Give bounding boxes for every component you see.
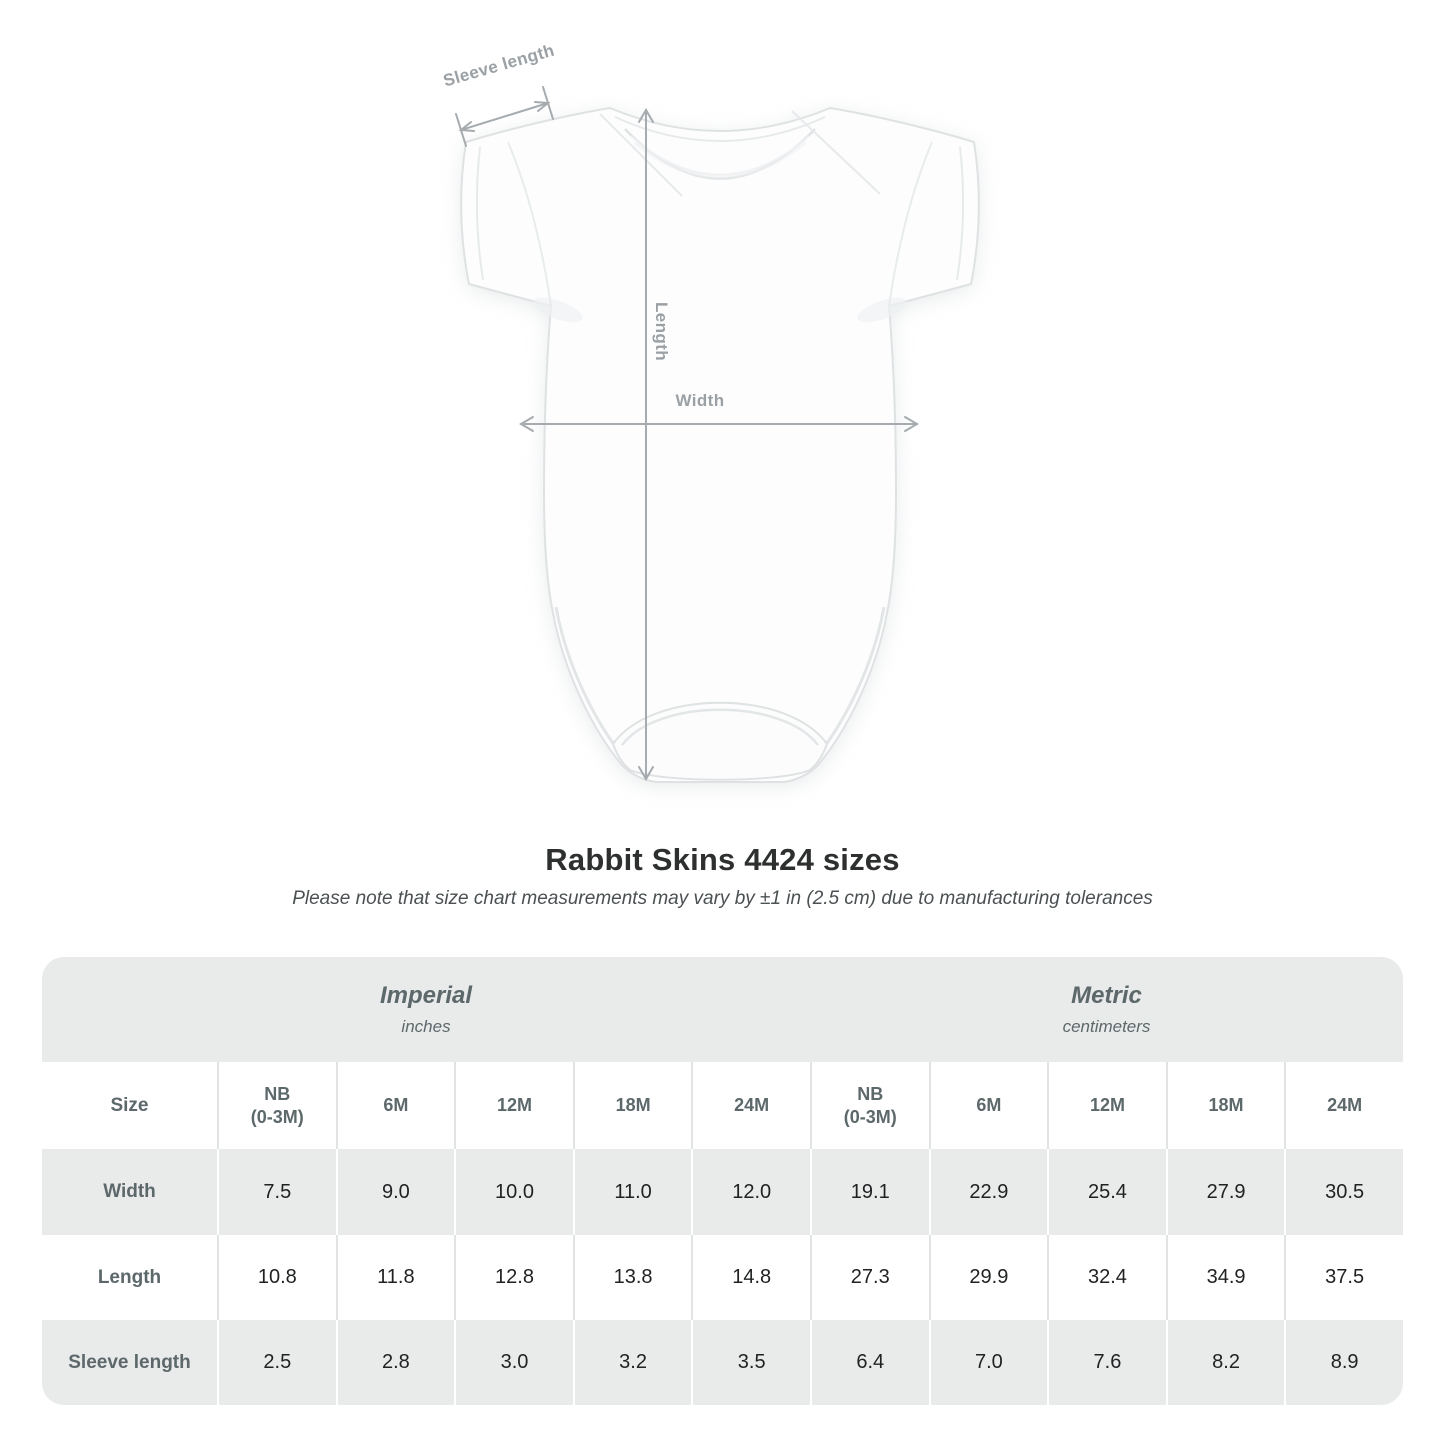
- bodysuit-image: [460, 107, 980, 783]
- sleeve-imperial-nb: 2.5: [217, 1320, 336, 1405]
- col-header-metric-18m: 18M: [1165, 1062, 1285, 1149]
- sleeve-imperial-24m: 3.5: [691, 1320, 810, 1405]
- col-header-imperial-nb: NB (0-3M): [217, 1062, 336, 1149]
- length-imperial-24m: 14.8: [691, 1235, 810, 1320]
- size-header-row: Size NB (0-3M) 6M 12M 18M 24M NB (0-3M) …: [42, 1062, 1403, 1149]
- width-label: Width: [675, 391, 725, 410]
- bodysuit-outline: [460, 107, 980, 783]
- col-header-imperial-18m: 18M: [572, 1062, 692, 1149]
- length-metric-nb: 27.3: [809, 1235, 929, 1320]
- col-header-imperial-24m: 24M: [691, 1062, 810, 1149]
- sleeve-hem-right: [956, 146, 965, 281]
- width-imperial-24m: 12.0: [691, 1149, 810, 1235]
- length-metric-6m: 29.9: [928, 1235, 1048, 1320]
- width-metric-24m: 30.5: [1284, 1149, 1403, 1235]
- sleeve-hem-left: [475, 146, 484, 281]
- underarm-shadow-left: [533, 297, 583, 323]
- col-header-metric-12m: 12M: [1047, 1062, 1166, 1149]
- underarm-shadow-right: [857, 297, 907, 323]
- sleeve-metric-6m: 7.0: [928, 1320, 1048, 1405]
- length-label: Length: [652, 302, 671, 362]
- sleeve-metric-12m: 7.6: [1047, 1320, 1166, 1405]
- row-label: Width: [103, 1181, 156, 1202]
- col-header-imperial-12m: 12M: [454, 1062, 573, 1149]
- length-metric-12m: 32.4: [1047, 1235, 1166, 1320]
- lap-shoulder-seam-left: [599, 113, 683, 197]
- length-imperial-12m: 12.8: [454, 1235, 573, 1320]
- sleeve-metric-24m: 8.9: [1284, 1320, 1403, 1405]
- snap-flap: [611, 701, 829, 781]
- width-metric-12m: 25.4: [1047, 1149, 1166, 1235]
- metric-title: Metric: [1071, 982, 1142, 1009]
- lap-shoulder-seam-right: [791, 110, 881, 195]
- metric-section-header: Metric centimeters: [810, 957, 1403, 1062]
- table-row-width: Width 7.5 9.0 10.0 11.0 12.0 19.1 22.9 2…: [42, 1149, 1403, 1235]
- page-title: Rabbit Skins 4424 sizes: [545, 842, 900, 877]
- imperial-unit: inches: [401, 1017, 451, 1036]
- imperial-section-header: Imperial inches: [42, 957, 810, 1062]
- col-header-metric-6m: 6M: [928, 1062, 1048, 1149]
- size-header-cell: Size: [110, 1094, 149, 1116]
- col-header-metric-24m: 24M: [1284, 1062, 1403, 1149]
- row-label: Length: [97, 1266, 162, 1288]
- metric-unit: centimeters: [1062, 1017, 1151, 1036]
- length-metric-24m: 37.5: [1284, 1235, 1403, 1320]
- width-metric-18m: 27.9: [1165, 1149, 1285, 1235]
- page-subtitle: Please note that size chart measurements…: [292, 888, 1153, 909]
- neck-shadow: [633, 140, 807, 179]
- width-imperial-12m: 10.0: [454, 1149, 573, 1235]
- sleeve-metric-18m: 8.2: [1165, 1320, 1285, 1405]
- size-chart-table: Imperial inches Metric centimeters Size …: [42, 957, 1403, 1405]
- size-diagram: Sleeve length Length Width: [441, 40, 980, 783]
- chart-heading: Rabbit Skins 4424 sizes Please note that…: [0, 842, 1445, 910]
- armhole-seam-right: [888, 141, 933, 307]
- length-imperial-6m: 11.8: [335, 1235, 455, 1320]
- imperial-title: Imperial: [379, 982, 473, 1009]
- sleeve-length-label: Sleeve length: [441, 40, 557, 91]
- width-imperial-6m: 9.0: [335, 1149, 455, 1235]
- snap-flap-binding: [621, 708, 819, 746]
- col-header-metric-nb: NB (0-3M): [809, 1062, 929, 1149]
- units-header-row: Imperial inches Metric centimeters: [42, 957, 1403, 1062]
- neckband-mid-line: [614, 116, 826, 142]
- armhole-seam-left: [507, 141, 552, 307]
- width-metric-nb: 19.1: [809, 1149, 929, 1235]
- width-imperial-nb: 7.5: [217, 1149, 336, 1235]
- sleeve-imperial-18m: 3.2: [572, 1320, 692, 1405]
- table-row-sleeve-length: Sleeve length 2.5 2.8 3.0 3.2 3.5 6.4 7.…: [42, 1320, 1403, 1405]
- length-imperial-nb: 10.8: [217, 1235, 336, 1320]
- table-row-length: Length 10.8 11.8 12.8 13.8 14.8 27.3 29.…: [42, 1235, 1403, 1320]
- col-header-imperial-6m: 6M: [335, 1062, 455, 1149]
- sleeve-imperial-6m: 2.8: [335, 1320, 455, 1405]
- length-metric-18m: 34.9: [1165, 1235, 1285, 1320]
- row-label: Sleeve length: [68, 1351, 191, 1373]
- width-metric-6m: 22.9: [928, 1149, 1048, 1235]
- width-imperial-18m: 11.0: [572, 1149, 692, 1235]
- sleeve-metric-nb: 6.4: [809, 1320, 929, 1405]
- sleeve-imperial-12m: 3.0: [454, 1320, 573, 1405]
- length-imperial-18m: 13.8: [572, 1235, 692, 1320]
